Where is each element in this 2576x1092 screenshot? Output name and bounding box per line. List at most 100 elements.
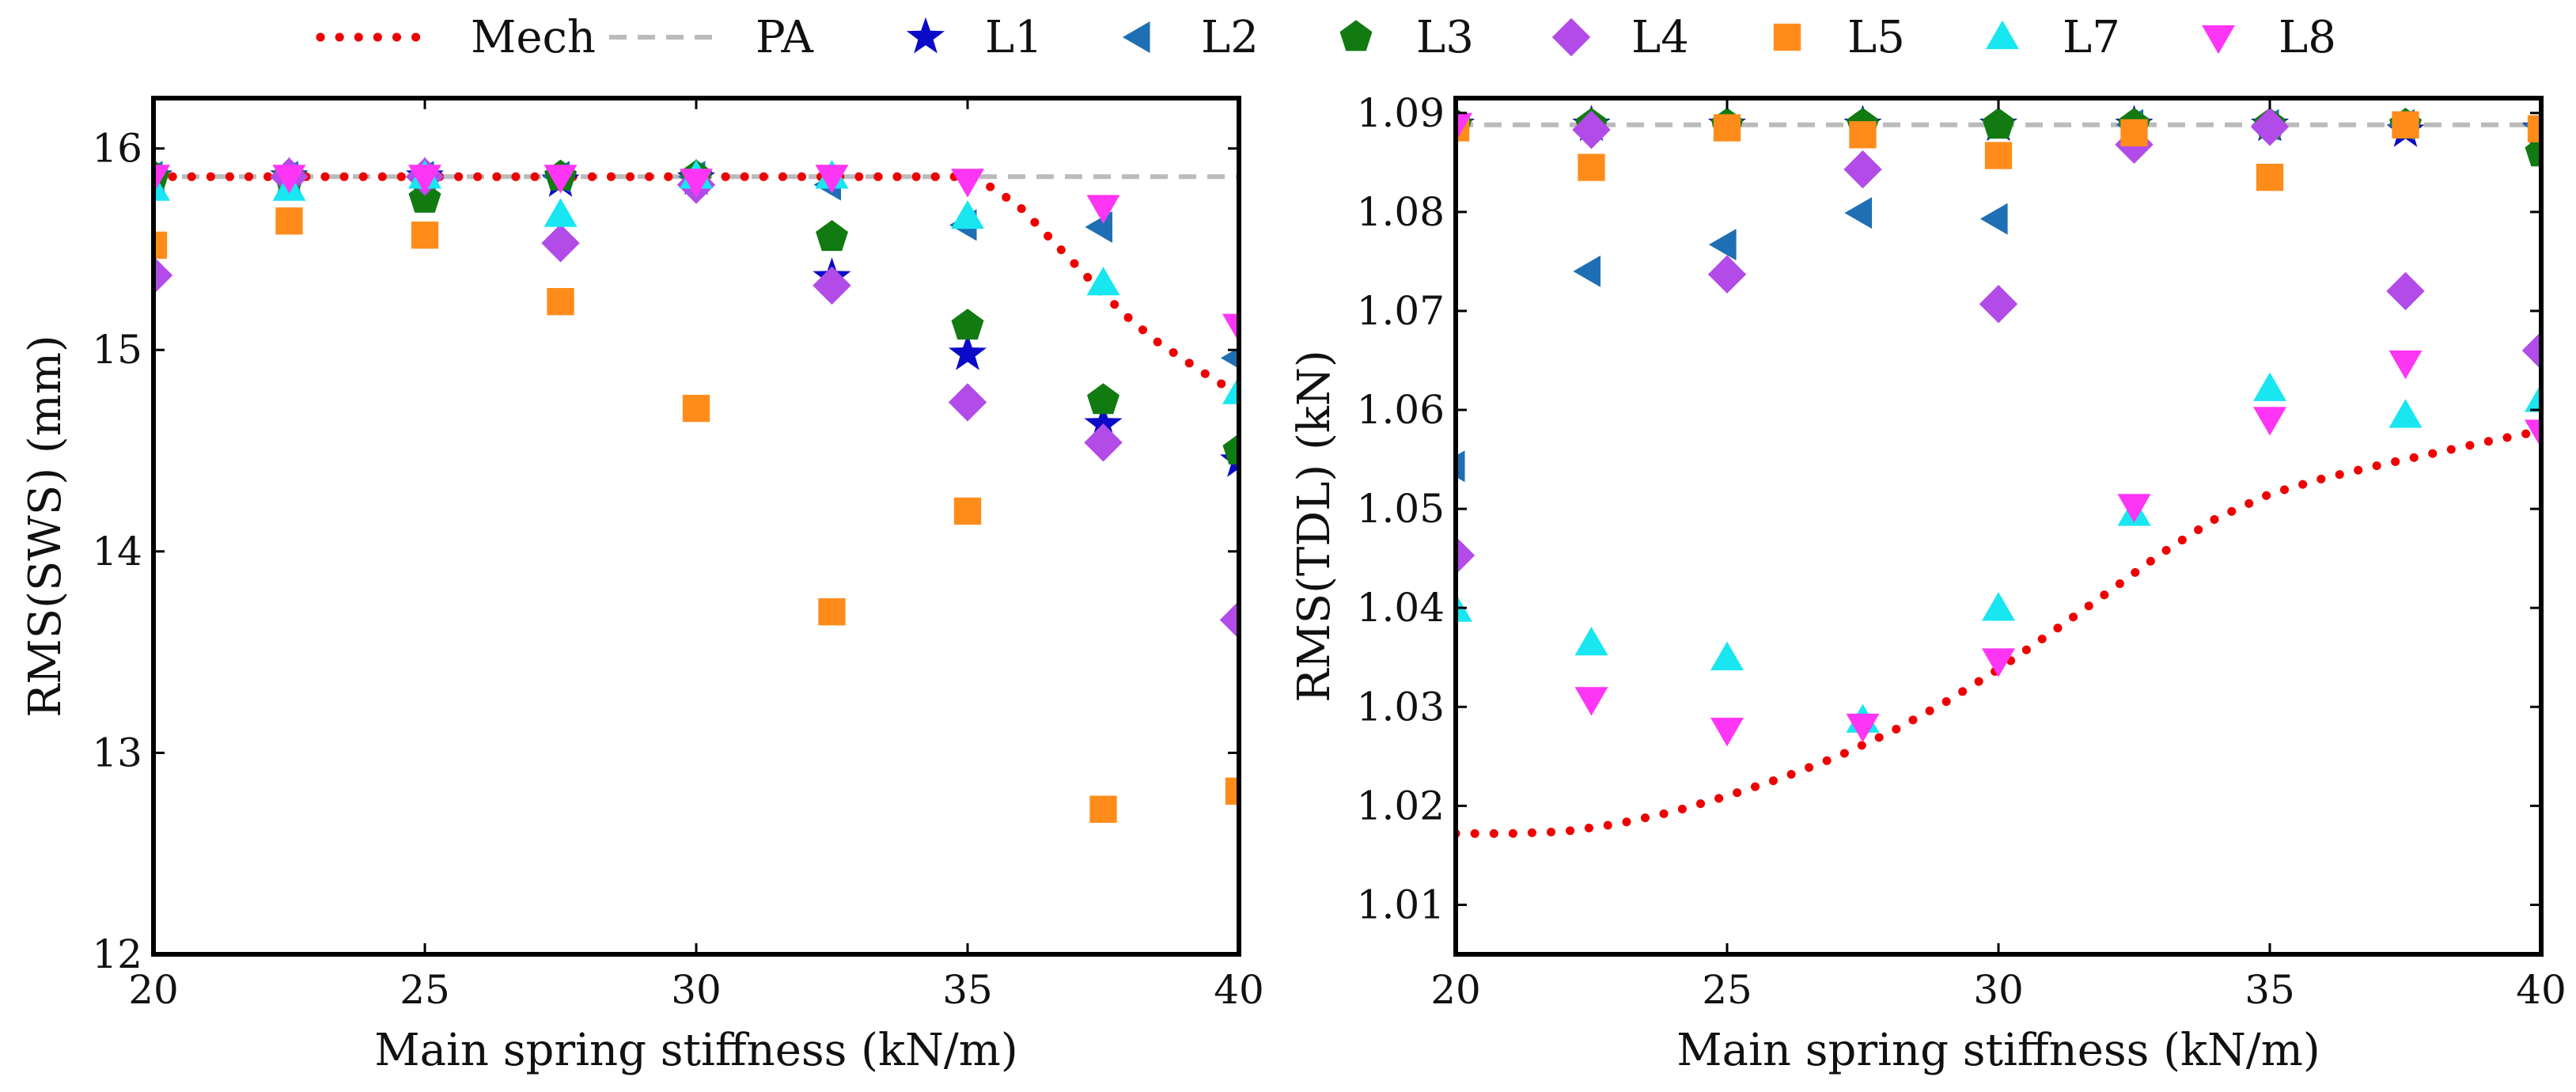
marker-l5 [1089, 795, 1117, 823]
legend-label-l2: L2 [1201, 12, 1259, 63]
marker-l5 [547, 287, 574, 316]
marker-l8 [1846, 713, 1880, 743]
y-tick-label: 13 [92, 730, 142, 775]
marker-l2 [1220, 347, 1239, 369]
legend-marker-l8 [2202, 25, 2235, 55]
marker-l3 [1087, 383, 1119, 415]
legend-item-l5[interactable]: L5 [1773, 12, 1905, 63]
marker-l4 [1707, 255, 1747, 294]
x-tick-label: 40 [2516, 967, 2567, 1013]
legend-marker-l2 [1122, 21, 1150, 53]
y-tick-label: 14 [92, 529, 142, 574]
marker-l5 [411, 221, 439, 249]
y-axis-label-tdl: RMS(TDL) (kN) [1289, 350, 1340, 702]
marker-l8 [1086, 195, 1120, 224]
mech-line [153, 172, 1239, 399]
marker-l8 [1574, 687, 1608, 716]
marker-l3 [951, 309, 984, 340]
legend-swatch-l3 [1339, 20, 1373, 51]
marker-l2 [1708, 229, 1737, 261]
marker-l8 [1982, 648, 2015, 677]
y-tick-label: 1.09 [1357, 90, 1445, 136]
mech-curve-sws [153, 172, 1239, 399]
legend-item-l7[interactable]: L7 [1986, 12, 2120, 63]
marker-l8 [544, 165, 578, 194]
plot-background-tdl [1456, 98, 2541, 954]
x-tick-label: 20 [128, 967, 179, 1013]
legend-marker-l4 [1551, 17, 1591, 57]
y-tick-label: 12 [92, 931, 142, 977]
marker-l3 [2525, 135, 2541, 167]
marker-l5 [1984, 142, 2013, 169]
legend-label-l7: L7 [2063, 12, 2120, 63]
legend-item-l3[interactable]: L3 [1339, 12, 1474, 63]
legend-item-l4[interactable]: L4 [1551, 12, 1689, 63]
x-tick-label: 35 [2245, 967, 2295, 1013]
y-tick-label: 16 [92, 126, 142, 172]
y-tick-label: 1.08 [1357, 189, 1445, 235]
marker-l5 [1713, 114, 1741, 142]
y-tick-label: 1.05 [1357, 486, 1445, 532]
legend-swatch-l4 [1551, 17, 1591, 57]
marker-l7 [544, 198, 578, 227]
marker-l4 [1979, 285, 2018, 324]
marker-l5 [682, 394, 710, 423]
y-tick-label: 1.06 [1357, 387, 1445, 433]
x-tick-label: 30 [671, 967, 722, 1013]
marker-l7 [2388, 399, 2423, 428]
legend-item-mech[interactable]: Mech [316, 12, 596, 63]
legend-label-l1: L1 [985, 12, 1043, 63]
ticks-sws: 20 25 30 35 40 12 13 14 15 16 [92, 98, 1264, 1013]
marker-l2 [1979, 203, 2008, 235]
marker-l4 [948, 383, 987, 422]
legend-label-pa: PA [756, 12, 814, 63]
marker-l7 [1710, 641, 1744, 671]
marker-l4 [1843, 150, 1882, 189]
marker-l4 [153, 256, 173, 295]
marker-l5 [275, 207, 303, 235]
legend-item-l8[interactable]: L8 [2202, 12, 2336, 63]
legend-item-l2[interactable]: L2 [1122, 12, 1259, 63]
marker-l8 [1710, 718, 1744, 747]
marker-l8 [1222, 313, 1239, 343]
legend-item-pa[interactable]: PA [609, 12, 814, 63]
legend-label-l8: L8 [2279, 12, 2336, 63]
marker-l2 [1844, 197, 1873, 229]
ticks-tdl: 20 25 30 35 40 1.01 1.02 1.03 1.04 1.05 1.06 1.07 1.… [1357, 90, 2567, 1013]
legend-swatch-l5 [1773, 23, 1801, 51]
marker-l5 [2392, 111, 2419, 138]
x-tick-label: 25 [400, 967, 450, 1013]
marker-l4 [813, 266, 851, 305]
chart-panel-tdl: 20 25 30 35 40 1.01 1.02 1.03 1.04 1.05 1.06 1.07 1.… [1289, 90, 2567, 1076]
chart-panel-sws: 20 25 30 35 40 12 13 14 15 16 Main spring stiffne… [20, 96, 1264, 1076]
marker-l5 [2120, 119, 2148, 146]
marker-l4 [1456, 536, 1476, 575]
marker-l8 [680, 169, 713, 198]
marker-l7 [1574, 627, 1608, 656]
x-tick-label: 20 [1430, 967, 1481, 1013]
y-tick-label: 1.07 [1357, 288, 1445, 334]
scatter-markers-sws [153, 157, 1239, 823]
legend-label-mech: Mech [471, 12, 596, 63]
marker-l8 [2117, 494, 2151, 523]
marker-l8 [272, 165, 306, 194]
marker-l8 [153, 165, 170, 194]
legend-swatch-l7 [1986, 20, 2019, 50]
legend-swatch-l1 [906, 17, 945, 54]
legend-item-l1[interactable]: L1 [906, 12, 1043, 63]
marker-l5 [1849, 121, 1877, 149]
marker-l8 [2525, 419, 2541, 449]
x-tick-label: 40 [1214, 967, 1264, 1013]
legend-label-l5: L5 [1847, 12, 1905, 63]
marker-l8 [2388, 350, 2423, 380]
marker-l4 [2250, 108, 2290, 146]
y-tick-label: 1.02 [1357, 783, 1445, 828]
marker-l4 [1084, 423, 1123, 462]
legend-swatch-l2 [1122, 21, 1150, 53]
marker-l8 [1456, 112, 1472, 142]
y-tick-label: 1.03 [1357, 684, 1445, 730]
marker-l3 [816, 220, 848, 252]
marker-l4 [1572, 110, 1611, 150]
marker-l8 [951, 169, 984, 198]
